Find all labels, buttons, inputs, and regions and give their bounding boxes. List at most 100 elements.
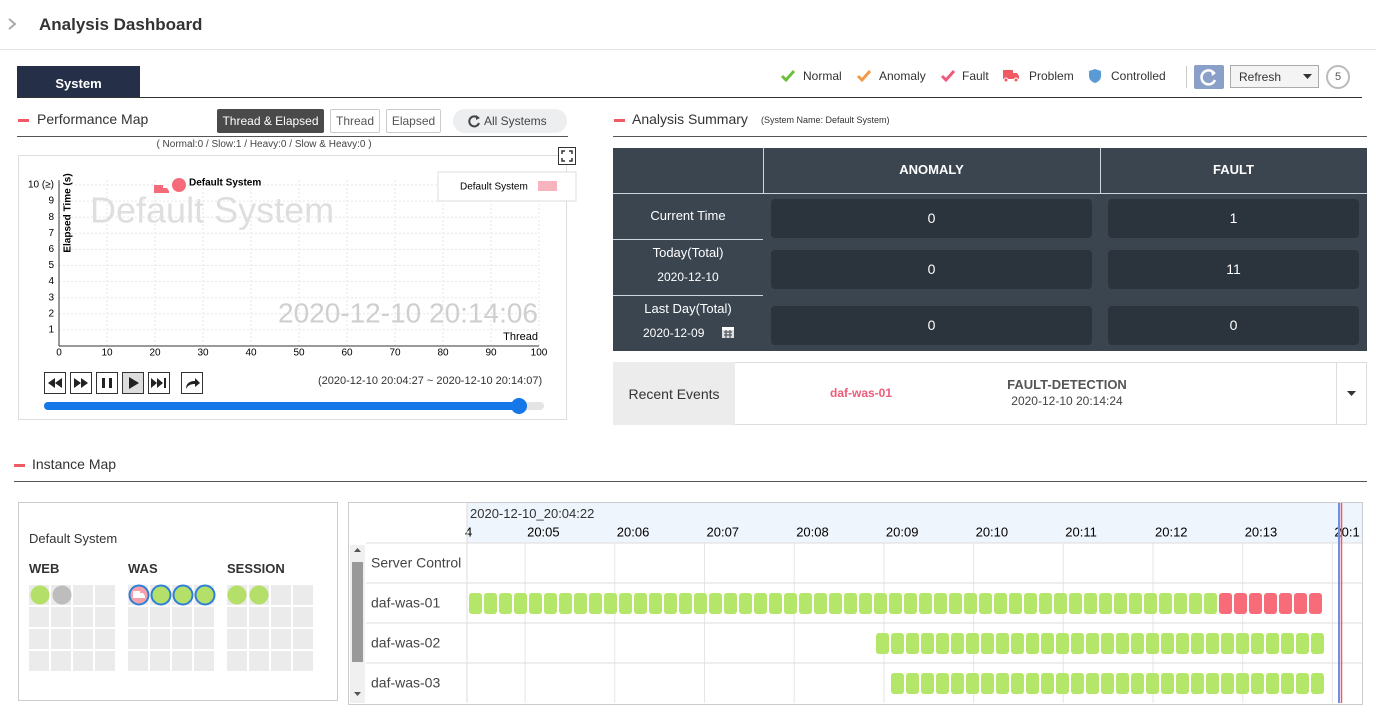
- mode-button[interactable]: Thread: [330, 109, 380, 133]
- forward-button[interactable]: [70, 372, 92, 394]
- dropdown-caret: [1303, 74, 1312, 79]
- header-border: [0, 49, 1376, 50]
- legend-label: Controlled: [1111, 69, 1166, 83]
- share-button[interactable]: [181, 372, 203, 394]
- x-tick-label: 80: [437, 348, 449, 359]
- event-type: FAULT-DETECTION: [1007, 377, 1127, 392]
- group-label: SESSION: [227, 561, 285, 576]
- refresh-countdown: 5: [1326, 65, 1350, 89]
- all-systems-button[interactable]: All Systems: [453, 109, 567, 133]
- y-tick-label: 4: [48, 276, 54, 287]
- section-subtitle: (System Name: Default System): [761, 115, 890, 125]
- fault-count: 0: [1108, 306, 1359, 345]
- scroll-thumb[interactable]: [352, 562, 363, 662]
- icon: [48, 378, 62, 388]
- page-title: Analysis Dashboard: [39, 15, 203, 34]
- performance-chart: Default System 0 10 20 30 40 50 60 70 80 90 100 1 2 3 4…: [28, 171, 577, 359]
- pause-button[interactable]: [96, 372, 118, 394]
- sidebar-toggle[interactable]: [6, 17, 18, 31]
- icon: [102, 378, 112, 388]
- table-rule: [613, 295, 763, 296]
- row-label: Current Time: [650, 208, 726, 223]
- slider-handle[interactable]: [511, 398, 527, 414]
- section-marker: [614, 119, 625, 122]
- section-border: [613, 136, 1367, 137]
- row-label: Last Day(Total): [644, 301, 732, 316]
- point-label: Default System: [189, 178, 261, 189]
- events-dropdown[interactable]: [1347, 391, 1356, 397]
- y-tick-label: 9: [48, 196, 54, 207]
- x-tick-label: 0: [56, 348, 62, 359]
- legend-label: Fault: [962, 69, 989, 83]
- calendar-button[interactable]: [721, 325, 735, 339]
- divider: [1336, 363, 1337, 424]
- anomaly-count: 0: [771, 306, 1092, 345]
- x-tick-label: 100: [531, 348, 548, 359]
- x-tick-label: 40: [245, 348, 257, 359]
- mode-button[interactable]: Thread & Elapsed: [217, 109, 324, 133]
- mode-button[interactable]: Elapsed: [386, 109, 441, 133]
- x-tick-label: 50: [293, 348, 305, 359]
- icon: [129, 377, 139, 389]
- recent-events-label-box: [613, 362, 735, 425]
- fault-count: 11: [1108, 250, 1359, 289]
- system-name: Default System: [29, 531, 118, 546]
- icon: [151, 378, 166, 388]
- table-rule: [1100, 148, 1101, 193]
- icon: [74, 378, 88, 388]
- legend-label: Anomaly: [879, 69, 926, 83]
- table-rule: [613, 239, 763, 240]
- y-tick-label: 1: [48, 325, 54, 336]
- data-point[interactable]: [172, 178, 186, 192]
- anomaly-count: 0: [771, 250, 1092, 289]
- time-range: (2020-12-10 20:04:27 ~ 2020-12-10 20:14:…: [318, 375, 543, 387]
- x-tick-label: 90: [485, 348, 497, 359]
- timeline: [348, 502, 1363, 705]
- rewind-button[interactable]: [44, 372, 66, 394]
- axis-label: Thread: [503, 331, 538, 343]
- column-header: ANOMALY: [899, 162, 964, 177]
- fullscreen-button[interactable]: [558, 147, 576, 165]
- event-server[interactable]: daf-was-01: [829, 386, 893, 400]
- timestamp-watermark: 2020-12-10 20:14:06: [278, 297, 538, 328]
- anomaly-count: 0: [771, 199, 1092, 238]
- y-tick-label: 5: [48, 260, 54, 271]
- recent-events-label: Recent Events: [628, 386, 720, 402]
- legend-label: Normal: [803, 69, 842, 83]
- count-summary: ( Normal:0 / Slow:1 / Heavy:0 / Slow & H…: [156, 139, 372, 150]
- row-date: 2020-12-09: [643, 326, 705, 340]
- section-border: [14, 481, 1367, 482]
- refresh-button[interactable]: [1194, 65, 1224, 89]
- normal-icon: [780, 70, 796, 83]
- timeline-start: 2020-12-10_20:04:22: [470, 506, 595, 521]
- x-tick-label: 70: [389, 348, 401, 359]
- group-label: WAS: [128, 561, 158, 576]
- y-tick-label: 7: [48, 228, 54, 239]
- table-rule: [763, 148, 764, 193]
- problem-icon: [1003, 70, 1019, 83]
- y-tick-label: 2: [48, 308, 54, 319]
- anomaly-icon: [856, 70, 872, 83]
- x-tick-label: 30: [197, 348, 209, 359]
- legend-label: Default System: [460, 182, 528, 193]
- legend-label: Problem: [1029, 69, 1074, 83]
- chart-frame: [18, 155, 567, 420]
- timeline-header: [467, 503, 1362, 543]
- instance-map-box: [18, 502, 338, 701]
- play-button[interactable]: [122, 372, 144, 394]
- icon: [186, 378, 200, 389]
- y-tick-label: 3: [48, 292, 54, 303]
- all-systems-label: All Systems: [484, 114, 547, 128]
- end-button[interactable]: [148, 372, 170, 394]
- divider: [1186, 66, 1187, 88]
- controlled-icon: [1089, 69, 1101, 83]
- tab[interactable]: System: [17, 66, 140, 97]
- section-marker: [14, 464, 25, 467]
- slider-fill: [44, 402, 519, 410]
- refresh-select[interactable]: Refresh: [1230, 65, 1319, 88]
- x-tick-label: 10: [101, 348, 113, 359]
- event-time: 2020-12-10 20:14:24: [1011, 394, 1123, 408]
- section-title: Analysis Summary: [632, 111, 748, 127]
